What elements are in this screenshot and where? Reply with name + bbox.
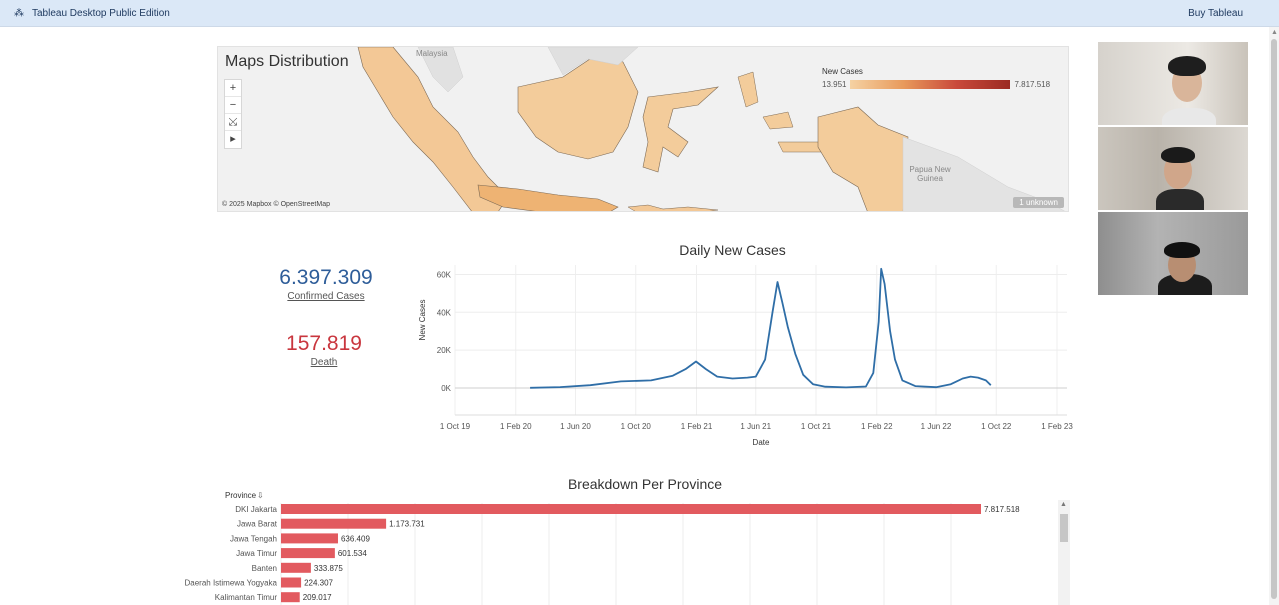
legend-gradient: [850, 80, 1011, 89]
y-tick-label: 20K: [437, 346, 452, 355]
y-tick-label: 60K: [437, 270, 452, 279]
y-tick-label: 40K: [437, 308, 452, 317]
bar-chart-scrollbar[interactable]: ▲: [1058, 500, 1070, 605]
x-tick-label: 1 Feb 21: [681, 422, 713, 431]
legend-max: 7.817.518: [1014, 80, 1051, 89]
x-tick-label: 1 Jun 21: [740, 422, 771, 431]
y-axis-label: New Cases: [418, 300, 427, 341]
province-label: Banten: [252, 564, 277, 573]
region-sulawesi: [642, 86, 719, 173]
line-chart-title: Daily New Cases: [679, 242, 786, 258]
x-tick-label: 1 Jun 20: [560, 422, 591, 431]
province-value-label: 224.307: [304, 579, 333, 588]
app-brand[interactable]: ⁂ Tableau Desktop Public Edition: [14, 8, 170, 19]
sort-icon: ⇩: [257, 491, 264, 500]
province-label: Jawa Tengah: [230, 534, 277, 543]
province-value-label: 636.409: [341, 534, 370, 543]
map-label-png: Papua New Guinea: [909, 165, 951, 183]
page-scrollbar[interactable]: ▲: [1269, 27, 1279, 605]
x-tick-label: 1 Feb 22: [861, 422, 893, 431]
province-label: Daerah Istimewa Yogyaka: [185, 579, 278, 588]
province-bar: [281, 592, 300, 603]
death-label[interactable]: Death: [310, 357, 338, 368]
legend-title: New Cases: [822, 67, 863, 76]
x-tick-label: 1 Jun 22: [921, 422, 952, 431]
legend-min: 13.951: [822, 80, 847, 89]
daily-new-cases-chart[interactable]: 1 Oct 19 1 Feb 20 1 Jun 20 1 Oct 20 1 Feb 21…: [415, 260, 1075, 450]
province-value-label: 209.017: [303, 593, 332, 602]
video-participant-2[interactable]: [1098, 127, 1248, 211]
indonesia-map[interactable]: [218, 47, 1069, 212]
x-tick-label: 1 Feb 23: [1041, 422, 1073, 431]
region-kalimantan: [517, 56, 639, 160]
region-sumatra: [357, 47, 509, 211]
x-axis-label: Date: [753, 438, 770, 447]
region-nusa-tenggara: [627, 204, 719, 211]
y-axis-label: Province: [225, 491, 257, 500]
x-tick-label: 1 Oct 22: [981, 422, 1012, 431]
province-bar: [281, 504, 981, 514]
kpi-death: 157.819 Death: [254, 332, 394, 368]
reset-map-button[interactable]: ⤩: [225, 114, 241, 131]
map-toolbar: + − ⤩ ▸: [224, 79, 242, 149]
scroll-up-icon[interactable]: ▲: [1060, 501, 1067, 508]
province-label: Jawa Timur: [236, 549, 277, 558]
map-label-malaysia: Malaysia: [416, 49, 448, 58]
scroll-up-icon[interactable]: ▲: [1271, 29, 1278, 36]
map-title: Maps Distribution: [225, 53, 349, 70]
province-breakdown-chart[interactable]: Province ⇩ DKI Jakarta 7.817.518 Jawa Barat 1…: [170, 488, 1055, 605]
confirmed-label[interactable]: Confirmed Cases: [287, 291, 365, 302]
x-tick-label: 1 Oct 20: [621, 422, 652, 431]
video-participant-1[interactable]: [1098, 42, 1248, 126]
app-header: ⁂ Tableau Desktop Public Edition Buy Tab…: [0, 0, 1279, 27]
buy-tableau-link[interactable]: Buy Tableau: [1188, 7, 1243, 19]
province-value-label: 7.817.518: [984, 505, 1020, 514]
daily-cases-series: [530, 267, 992, 389]
province-value-label: 1.173.731: [389, 520, 425, 529]
unknown-badge[interactable]: 1 unknown: [1013, 197, 1064, 208]
province-value-label: 333.875: [314, 564, 343, 573]
province-bar: [281, 518, 387, 529]
death-value: 157.819: [286, 332, 362, 355]
region-sabah: [547, 47, 639, 76]
bar-scroll-thumb[interactable]: [1060, 514, 1068, 542]
province-bar: [281, 562, 311, 573]
province-label: Kalimantan Timur: [215, 593, 278, 602]
y-tick-label: 0K: [441, 384, 451, 393]
province-bar: [281, 577, 302, 588]
expand-toolbar-button[interactable]: ▸: [230, 133, 236, 145]
x-tick-label: 1 Feb 20: [500, 422, 532, 431]
map-view[interactable]: Maps Distribution + − ⤩ ▸ Malaysia Papua…: [217, 46, 1069, 212]
province-bar: [281, 548, 335, 559]
province-label: Jawa Barat: [237, 520, 278, 529]
zoom-in-button[interactable]: +: [225, 80, 241, 97]
region-papua: [817, 106, 909, 211]
app-title: Tableau Desktop Public Edition: [32, 7, 170, 19]
video-participant-3[interactable]: [1098, 212, 1248, 296]
x-tick-label: 1 Oct 19: [440, 422, 471, 431]
province-label: DKI Jakarta: [235, 505, 277, 514]
page-scroll-thumb[interactable]: [1271, 39, 1277, 599]
province-value-label: 601.534: [338, 549, 367, 558]
region-java: [477, 184, 619, 211]
province-bar: [281, 533, 338, 544]
zoom-out-button[interactable]: −: [225, 97, 241, 114]
x-tick-label: 1 Oct 21: [801, 422, 832, 431]
confirmed-value: 6.397.309: [279, 266, 373, 289]
map-attribution[interactable]: © 2025 Mapbox © OpenStreetMap: [222, 201, 330, 208]
color-legend[interactable]: New Cases 13.951 7.817.518: [822, 67, 1062, 89]
region-malaysia: [417, 47, 464, 93]
region-maluku: [737, 71, 824, 153]
kpi-confirmed: 6.397.309 Confirmed Cases: [256, 266, 396, 302]
bar-chart-title: Breakdown Per Province: [567, 476, 723, 492]
tableau-logo-icon: ⁂: [14, 7, 24, 19]
